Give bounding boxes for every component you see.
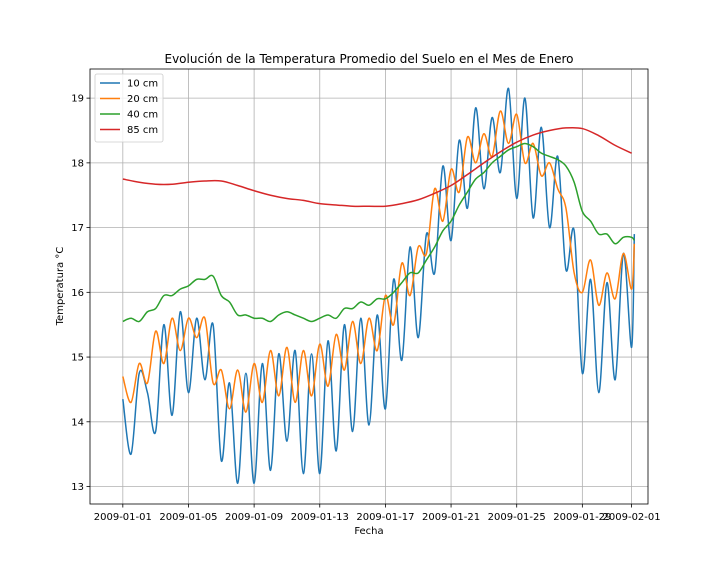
legend-label: 20 cm <box>127 94 158 105</box>
x-axis: 2009-01-01 2009-01-05 2009-01-09 2009-01-13… <box>94 504 661 523</box>
legend: 10 cm 20 cm 40 cm 85 cm <box>94 73 164 143</box>
y-tick-label: 19 <box>71 94 84 105</box>
y-tick-label: 13 <box>71 482 84 493</box>
legend-box <box>94 73 164 143</box>
x-tick-label: 2009-01-25 <box>488 512 546 523</box>
y-tick-label: 15 <box>71 353 84 364</box>
x-tick-label: 2009-01-09 <box>225 512 283 523</box>
y-tick-label: 16 <box>71 288 84 299</box>
x-tick-label: 2009-01-21 <box>422 512 480 523</box>
legend-label: 40 cm <box>127 110 158 121</box>
series-layer <box>122 87 636 485</box>
y-tick-label: 14 <box>71 417 84 428</box>
chart-title: Evolución de la Temperatura Promedio del… <box>164 52 573 66</box>
x-tick-label: 2009-01-29 <box>553 512 611 523</box>
legend-label: 85 cm <box>127 125 158 136</box>
series-line-40-cm <box>122 142 635 323</box>
series-line-85-cm <box>122 126 632 208</box>
x-tick-label: 2009-02-01 <box>603 512 661 523</box>
series-line-20-cm <box>122 110 636 413</box>
grid <box>90 69 648 504</box>
legend-label: 10 cm <box>127 79 158 90</box>
x-tick-label: 2009-01-17 <box>356 512 414 523</box>
y-tick-label: 17 <box>71 223 84 234</box>
x-tick-label: 2009-01-13 <box>291 512 349 523</box>
x-axis-label: Fecha <box>354 526 383 537</box>
y-tick-label: 18 <box>71 158 84 169</box>
x-tick-label: 2009-01-05 <box>159 512 217 523</box>
y-axis: 13 14 15 16 17 18 19 <box>71 94 90 493</box>
x-tick-label: 2009-01-01 <box>94 512 152 523</box>
plot-frame <box>89 68 649 505</box>
y-axis-label: Temperatura °C <box>55 247 66 327</box>
